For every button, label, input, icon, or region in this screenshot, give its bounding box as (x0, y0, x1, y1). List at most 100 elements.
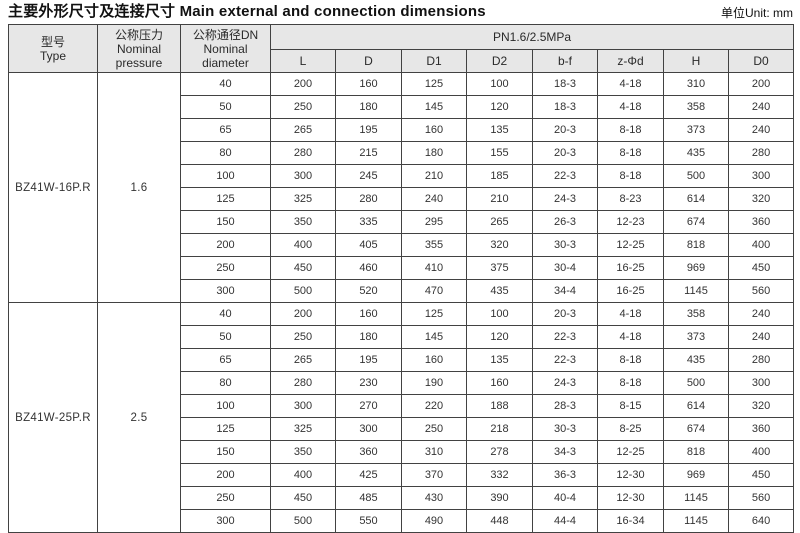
cell-D2: 120 (466, 325, 533, 349)
cell-b-f: 30-4 (532, 256, 598, 280)
cell-b-f: 26-3 (532, 210, 598, 234)
cell-D1: 160 (401, 118, 467, 142)
cell-D0: 320 (727, 394, 795, 418)
table-row: 65 265 195 160 135 22-3 8-18 435 280 (9, 348, 795, 372)
cell-D0: 640 (727, 509, 795, 533)
table-row: 200 400 425 370 332 36-3 12-30 969 450 (9, 463, 795, 487)
cell-b-f: 44-4 (532, 509, 598, 533)
cell-D1: 310 (401, 440, 467, 464)
page-title: 主要外形尺寸及连接尺寸 Main external and connection… (8, 3, 486, 20)
table-row: 65 265 195 160 135 20-3 8-18 373 240 (9, 118, 795, 142)
cell-D1: 210 (401, 164, 467, 188)
cell-H: 674 (663, 417, 729, 441)
cell-D: 360 (335, 440, 402, 464)
table-row: 250 450 460 410 375 30-4 16-25 969 450 (9, 256, 795, 280)
cell-D: 215 (335, 141, 402, 165)
cell-z-phi-d: 8-18 (597, 371, 664, 395)
table-row: 100 300 245 210 185 22-3 8-18 500 300 (9, 164, 795, 188)
table-row: 50 250 180 145 120 18-3 4-18 358 240 (9, 95, 795, 119)
cell-D0: 200 (727, 72, 795, 96)
column-header-pressure-zh: 公称压力 (114, 27, 163, 42)
cell-D: 460 (335, 256, 402, 280)
cell-z-phi-d: 8-18 (597, 348, 664, 372)
cell-pressure: 1.6 (97, 72, 181, 303)
cell-D: 300 (335, 417, 402, 441)
table-row: 200 400 405 355 320 30-3 12-25 818 400 (9, 233, 795, 257)
cell-b-f: 22-3 (532, 164, 598, 188)
cell-D2: 188 (466, 394, 533, 418)
column-header-dn-en2: diameter (202, 55, 249, 70)
cell-D2: 390 (466, 486, 533, 510)
cell-D2: 155 (466, 141, 533, 165)
cell-L: 280 (270, 371, 336, 395)
column-header-dn-en1: Nominal (203, 41, 248, 56)
cell-H: 373 (663, 118, 729, 142)
table-row: 125 325 300 250 218 30-3 8-25 674 360 (9, 417, 795, 441)
cell-D: 485 (335, 486, 402, 510)
cell-pressure: 2.5 (97, 302, 181, 533)
cell-D1: 145 (401, 325, 467, 349)
cell-dn: 250 (180, 486, 271, 510)
cell-D2: 278 (466, 440, 533, 464)
cell-L: 350 (270, 210, 336, 234)
table-row: BZ41W-16P.R 1.6 40 200 160 125 100 18-3 4-18 310 2… (8, 72, 795, 303)
cell-L: 200 (270, 72, 336, 96)
cell-D2: 135 (466, 348, 533, 372)
cell-z-phi-d: 8-23 (597, 187, 664, 211)
cell-b-f: 40-4 (532, 486, 598, 510)
cell-D1: 240 (401, 187, 467, 211)
cell-D2: 218 (466, 417, 533, 441)
cell-dn: 200 (180, 233, 271, 257)
cell-D0: 300 (727, 371, 795, 395)
cell-D: 425 (335, 463, 402, 487)
cell-D1: 370 (401, 463, 467, 487)
cell-D1: 190 (401, 371, 467, 395)
cell-dn: 40 (180, 302, 271, 326)
cell-D0: 400 (727, 233, 795, 257)
cell-b-f: 24-3 (532, 371, 598, 395)
cell-D: 160 (335, 72, 402, 96)
cell-H: 500 (663, 164, 729, 188)
cell-H: 373 (663, 325, 729, 349)
cell-L: 265 (270, 118, 336, 142)
cell-D2: 332 (466, 463, 533, 487)
cell-z-phi-d: 16-25 (597, 279, 664, 303)
cell-dn: 125 (180, 187, 271, 211)
column-header-pressure: 公称压力 Nominal pressure (97, 24, 181, 73)
cell-H: 1145 (663, 279, 729, 303)
page: 主要外形尺寸及连接尺寸 Main external and connection… (8, 3, 795, 533)
cell-L: 400 (270, 463, 336, 487)
cell-H: 1145 (663, 509, 729, 533)
cell-D0: 240 (727, 95, 795, 119)
cell-dn: 250 (180, 256, 271, 280)
cell-dn: 50 (180, 95, 271, 119)
cell-H: 310 (663, 72, 729, 96)
cell-H: 818 (663, 440, 729, 464)
cell-D: 180 (335, 95, 402, 119)
column-header-L: L (270, 49, 336, 73)
cell-D1: 180 (401, 141, 467, 165)
cell-type: BZ41W-25P.R (8, 302, 98, 533)
cell-dn: 150 (180, 210, 271, 234)
cell-z-phi-d: 8-25 (597, 417, 664, 441)
cell-z-phi-d: 12-23 (597, 210, 664, 234)
table-row: 300 500 520 470 435 34-4 16-25 1145 560 (9, 279, 795, 303)
cell-D2: 435 (466, 279, 533, 303)
cell-L: 450 (270, 486, 336, 510)
cell-H: 500 (663, 371, 729, 395)
cell-D0: 450 (727, 463, 795, 487)
cell-dn: 300 (180, 509, 271, 533)
cell-D1: 295 (401, 210, 467, 234)
cell-D0: 300 (727, 164, 795, 188)
cell-D0: 280 (727, 348, 795, 372)
cell-b-f: 18-3 (532, 95, 598, 119)
cell-D: 270 (335, 394, 402, 418)
cell-D1: 145 (401, 95, 467, 119)
cell-D: 160 (335, 302, 402, 326)
cell-b-f: 28-3 (532, 394, 598, 418)
cell-H: 435 (663, 141, 729, 165)
table-row: 50 250 180 145 120 22-3 4-18 373 240 (9, 325, 795, 349)
cell-D0: 320 (727, 187, 795, 211)
cell-D: 195 (335, 348, 402, 372)
cell-D1: 220 (401, 394, 467, 418)
